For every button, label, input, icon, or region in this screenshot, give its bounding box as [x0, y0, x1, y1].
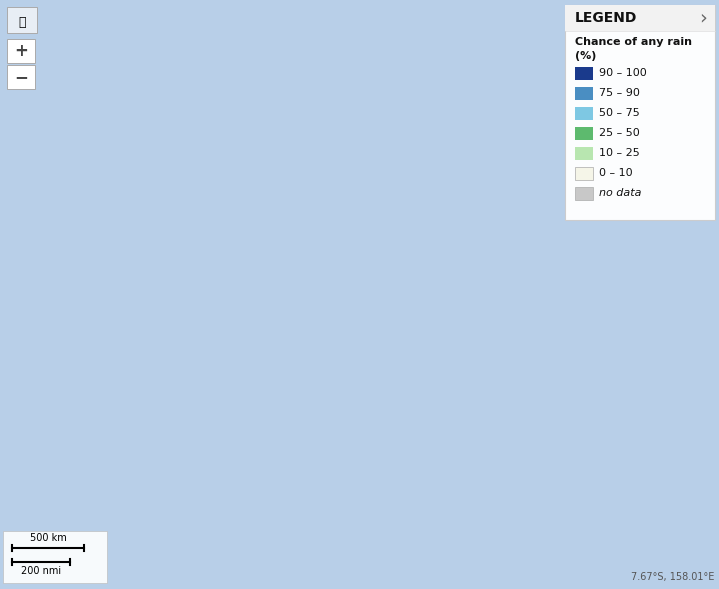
Text: (%): (%): [575, 51, 596, 61]
FancyBboxPatch shape: [7, 7, 37, 33]
Text: 90 – 100: 90 – 100: [599, 68, 647, 78]
Bar: [575, 147, 593, 160]
FancyBboxPatch shape: [565, 5, 715, 220]
Bar: [575, 107, 593, 120]
Text: no data: no data: [599, 188, 641, 198]
Text: ›: ›: [699, 8, 707, 28]
Text: 🌐: 🌐: [18, 15, 26, 28]
Bar: [575, 67, 593, 80]
Text: 500 km: 500 km: [29, 533, 66, 543]
Text: Chance of any rain: Chance of any rain: [575, 37, 692, 47]
Text: −: −: [14, 68, 28, 86]
Bar: [575, 127, 593, 140]
Text: 7.67°S, 158.01°E: 7.67°S, 158.01°E: [631, 572, 714, 582]
Text: 0 – 10: 0 – 10: [599, 168, 633, 178]
Bar: [575, 87, 593, 100]
Text: 25 – 50: 25 – 50: [599, 128, 640, 138]
Text: +: +: [14, 42, 28, 60]
FancyBboxPatch shape: [7, 65, 35, 89]
FancyBboxPatch shape: [7, 39, 35, 63]
Text: 200 nmi: 200 nmi: [21, 566, 61, 576]
Text: 75 – 90: 75 – 90: [599, 88, 640, 98]
Text: 10 – 25: 10 – 25: [599, 148, 640, 158]
Bar: [575, 167, 593, 180]
FancyBboxPatch shape: [3, 531, 107, 583]
Bar: [575, 187, 593, 200]
Text: 50 – 75: 50 – 75: [599, 108, 640, 118]
Text: LEGEND: LEGEND: [575, 11, 637, 25]
Bar: [565, 5, 715, 31]
